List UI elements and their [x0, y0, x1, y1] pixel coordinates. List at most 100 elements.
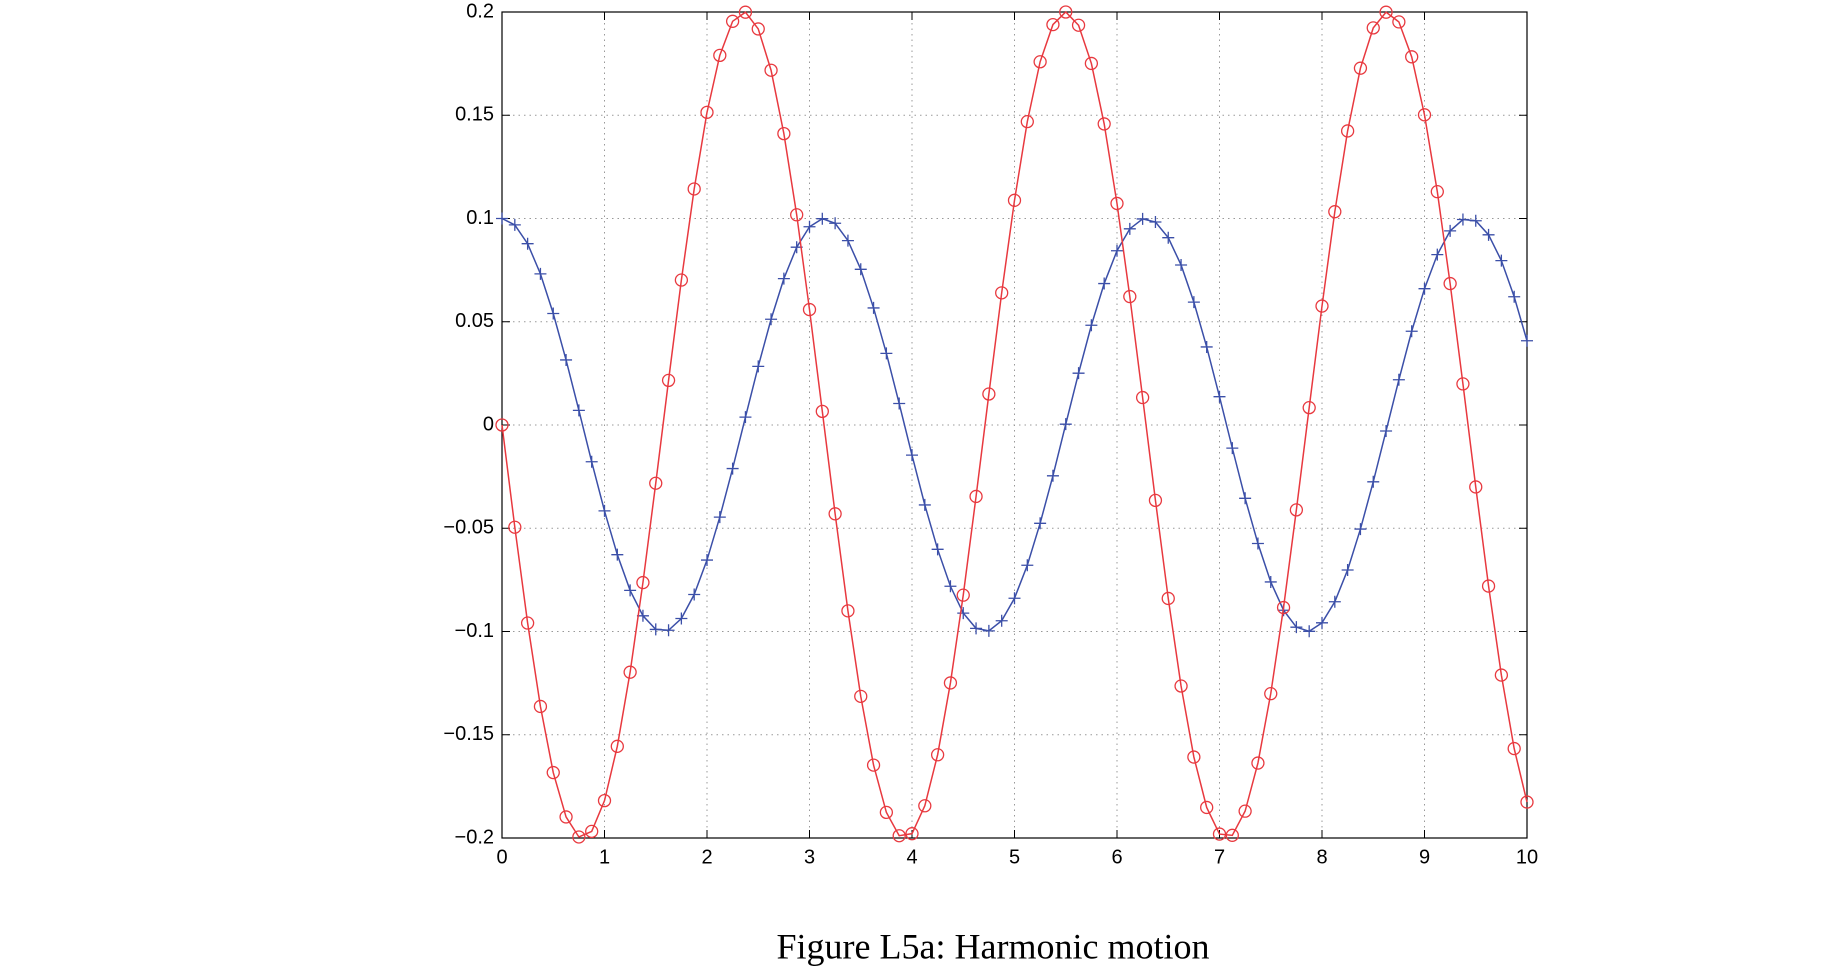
marker	[1316, 616, 1328, 629]
marker	[739, 411, 752, 424]
marker	[1187, 296, 1200, 309]
marker	[866, 758, 881, 772]
marker	[1444, 224, 1457, 237]
marker	[1072, 367, 1085, 380]
marker	[765, 313, 778, 326]
marker	[1289, 503, 1304, 517]
marker	[957, 607, 970, 620]
marker	[1367, 475, 1380, 488]
marker	[995, 614, 1008, 627]
marker	[1033, 55, 1047, 69]
marker	[1123, 222, 1136, 235]
x-tick-label: 2	[701, 846, 712, 868]
marker	[1353, 61, 1368, 75]
marker	[1469, 214, 1482, 227]
marker	[1020, 115, 1034, 129]
marker	[880, 347, 893, 360]
marker	[892, 829, 906, 843]
marker	[1110, 196, 1124, 211]
marker	[1521, 334, 1533, 347]
marker	[982, 624, 995, 637]
marker	[1456, 377, 1470, 391]
marker	[1175, 258, 1188, 271]
marker	[1315, 299, 1329, 313]
x-tick-label: 9	[1419, 846, 1430, 868]
marker	[1495, 254, 1508, 267]
marker	[751, 22, 765, 36]
marker	[687, 182, 701, 196]
marker	[1264, 687, 1278, 701]
x-tick-label: 10	[1516, 846, 1538, 868]
marker	[777, 126, 791, 141]
marker	[1200, 340, 1213, 353]
x-tick-label: 1	[599, 846, 610, 868]
marker	[726, 462, 739, 475]
marker	[585, 824, 599, 839]
marker	[1212, 827, 1227, 841]
marker	[1328, 595, 1341, 608]
marker	[520, 616, 535, 630]
marker	[930, 748, 945, 762]
marker	[815, 404, 829, 419]
y-tick-label: 0.15	[455, 104, 494, 126]
marker	[828, 507, 842, 521]
marker	[560, 353, 573, 366]
marker	[1135, 390, 1150, 405]
marker	[1174, 679, 1188, 693]
marker	[508, 218, 521, 231]
x-tick-label: 8	[1316, 846, 1327, 868]
marker	[1482, 228, 1495, 241]
marker	[610, 739, 624, 753]
marker	[700, 105, 714, 120]
marker	[1380, 424, 1393, 437]
marker	[1034, 517, 1047, 530]
marker	[816, 212, 829, 225]
marker	[496, 212, 508, 225]
marker	[598, 504, 611, 517]
x-tick-label: 6	[1111, 846, 1122, 868]
marker	[1161, 591, 1175, 606]
y-tick-label: 0.2	[466, 0, 494, 22]
marker	[1097, 117, 1111, 131]
marker	[1136, 212, 1149, 225]
marker	[1059, 5, 1073, 19]
marker	[1071, 18, 1086, 32]
marker	[1148, 493, 1163, 508]
marker	[969, 489, 983, 504]
x-tick-label: 0	[496, 846, 507, 868]
marker	[1059, 418, 1072, 431]
marker	[649, 623, 662, 636]
marker	[674, 273, 689, 287]
marker	[675, 612, 688, 625]
marker	[956, 588, 970, 602]
marker	[623, 665, 637, 679]
marker	[1418, 282, 1431, 295]
marker	[1443, 276, 1457, 291]
marker	[662, 624, 675, 637]
marker	[572, 830, 586, 844]
marker	[1225, 828, 1239, 842]
marker	[1008, 592, 1021, 605]
marker	[1494, 668, 1509, 682]
marker	[1007, 193, 1022, 207]
marker	[701, 554, 713, 567]
marker	[1303, 625, 1316, 638]
marker	[906, 449, 918, 462]
marker	[752, 360, 765, 373]
y-tick-label: 0.1	[466, 207, 494, 229]
marker	[1392, 373, 1405, 386]
marker	[931, 543, 944, 556]
marker	[1239, 492, 1252, 505]
marker	[1213, 390, 1226, 403]
marker	[943, 676, 958, 690]
marker	[713, 48, 727, 63]
marker	[1431, 248, 1444, 261]
marker	[649, 476, 663, 490]
marker	[1328, 205, 1342, 219]
y-tick-label: 0	[483, 413, 494, 435]
marker	[636, 575, 650, 590]
marker	[1111, 244, 1123, 257]
marker	[1226, 442, 1239, 455]
marker	[1200, 800, 1214, 815]
